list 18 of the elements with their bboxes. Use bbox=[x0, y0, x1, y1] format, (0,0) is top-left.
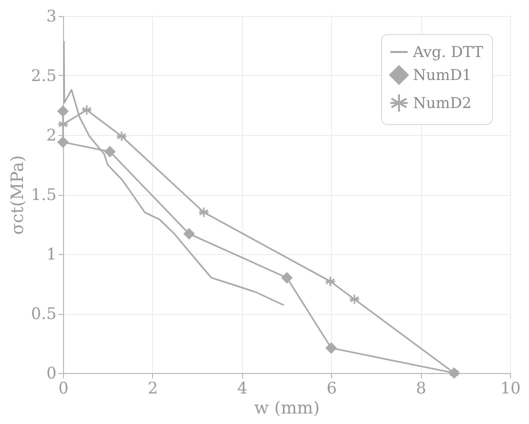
y-tick-label: 0 bbox=[46, 364, 56, 382]
x-axis-title: w (mm) bbox=[254, 398, 320, 418]
y-tick-label: 0.5 bbox=[31, 304, 56, 323]
x-tick-label: 6 bbox=[326, 378, 337, 398]
y-axis-title: σct(MPa) bbox=[8, 155, 28, 235]
x-tick-label: 10 bbox=[500, 378, 521, 398]
legend-label: Avg. DTT bbox=[412, 43, 484, 61]
y-tick-label: 1.5 bbox=[31, 185, 56, 204]
x-tick-label: 8 bbox=[416, 378, 426, 398]
x-tick-label: 4 bbox=[237, 378, 248, 398]
x-tick-label: 0 bbox=[58, 378, 69, 398]
y-tick-label: 2 bbox=[46, 126, 56, 144]
y-tick-label: 1 bbox=[46, 244, 56, 264]
legend-label: NumD1 bbox=[413, 66, 472, 84]
y-tick-label: 2.5 bbox=[31, 66, 56, 85]
x-tick-label: 2 bbox=[148, 378, 158, 398]
legend-label: NumD2 bbox=[413, 94, 472, 112]
y-tick-label: 3 bbox=[46, 6, 56, 26]
